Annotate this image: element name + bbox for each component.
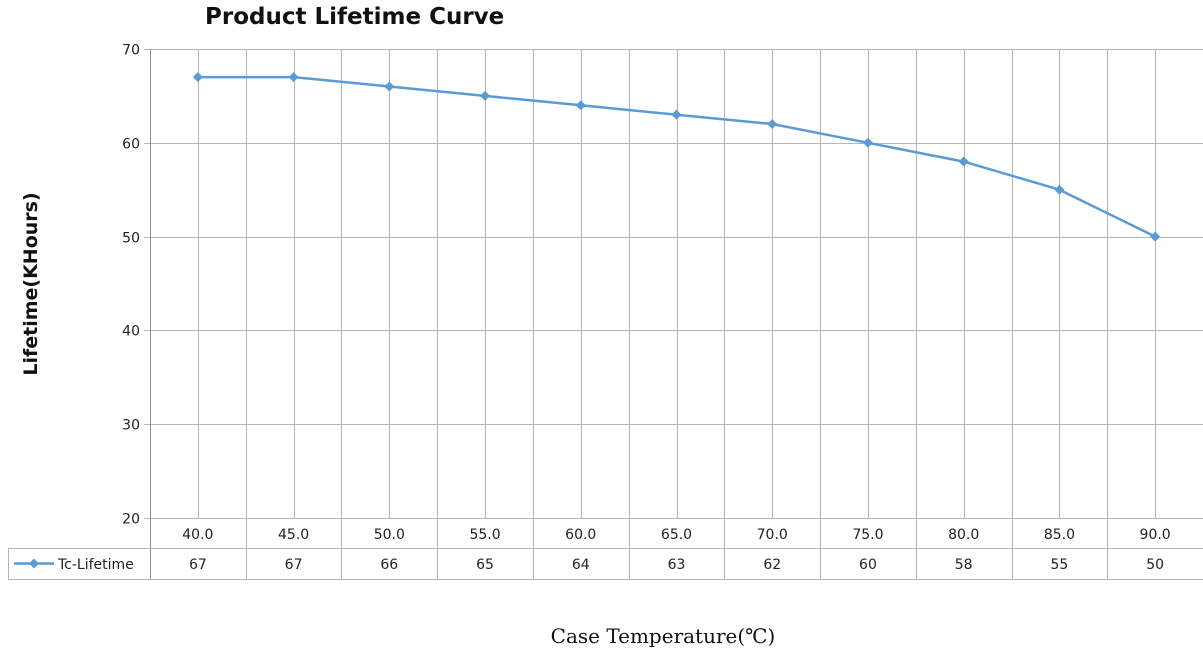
data-point-marker [480,90,491,101]
x-category-label: 65.0 [661,527,692,543]
table-value: 65 [476,557,494,573]
x-category-label: 75.0 [852,527,883,543]
x-category-label: 55.0 [469,527,500,543]
table-value: 63 [668,557,686,573]
table-value: 64 [572,557,590,573]
table-value: 60 [859,557,877,573]
x-category-label: 60.0 [565,527,596,543]
data-point-marker [192,72,203,83]
data-point-marker [575,100,586,111]
data-point-marker [767,119,778,130]
y-tick-label: 50 [122,231,140,247]
x-category-label: 45.0 [278,527,309,543]
x-category-label: 50.0 [374,527,405,543]
table-value: 66 [380,557,398,573]
x-axis-label: Case Temperature(℃) [550,624,776,648]
table-value: 62 [763,557,781,573]
y-tick-label: 20 [122,512,140,528]
y-tick-label: 70 [122,43,140,59]
data-point-marker [1054,184,1065,195]
legend-marker [29,558,39,569]
x-category-label: 90.0 [1140,527,1171,543]
table-value: 50 [1146,557,1164,573]
data-point-marker [384,81,395,92]
x-category-label: 40.0 [182,527,213,543]
table-value: 58 [955,557,973,573]
x-category-label: 85.0 [1044,527,1075,543]
x-category-label: 80.0 [948,527,979,543]
data-point-marker [671,109,682,120]
y-tick-label: 60 [122,137,140,153]
table-value: 55 [1050,557,1068,573]
y-tick-label: 40 [122,324,140,340]
table-value: 67 [285,557,303,573]
legend-label: Tc-Lifetime [57,557,134,573]
chart-title: Product Lifetime Curve [205,4,505,30]
data-point-marker [1150,231,1161,242]
data-point-marker [288,72,299,83]
data-point-marker [958,156,969,167]
table-value: 67 [189,557,207,573]
x-category-label: 70.0 [757,527,788,543]
data-point-marker [862,137,873,148]
y-tick-label: 30 [122,418,140,434]
